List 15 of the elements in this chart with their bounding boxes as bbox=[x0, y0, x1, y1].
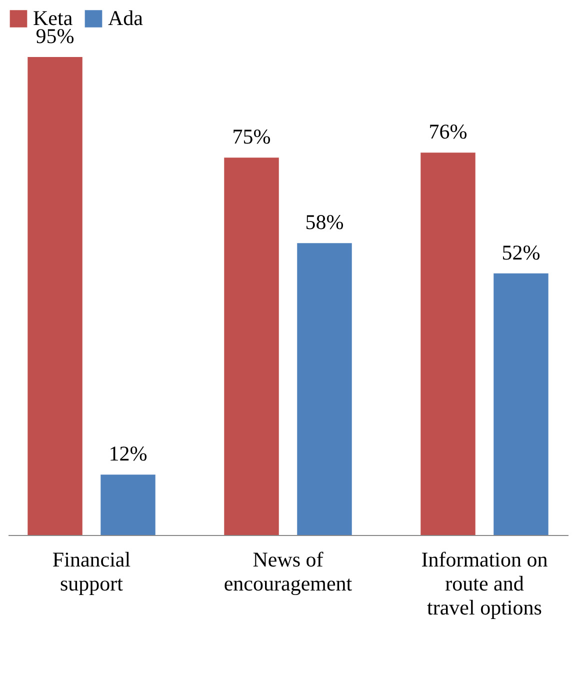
x-tick-label: News of encouragement bbox=[224, 548, 352, 596]
data-label: 12% bbox=[108, 442, 148, 466]
bar bbox=[494, 273, 548, 535]
bar bbox=[420, 152, 476, 535]
bar bbox=[100, 474, 156, 535]
data-label: 75% bbox=[232, 124, 271, 149]
x-tick-label: Information on route and travel options bbox=[421, 548, 548, 620]
legend-label: Ada bbox=[108, 6, 144, 30]
data-label: 52% bbox=[502, 240, 540, 264]
x-tick-label: Financial support bbox=[52, 548, 131, 596]
bar bbox=[28, 57, 82, 535]
bar bbox=[224, 158, 279, 535]
data-label: 58% bbox=[305, 210, 344, 234]
data-label: 76% bbox=[428, 120, 468, 144]
bar bbox=[297, 243, 352, 535]
